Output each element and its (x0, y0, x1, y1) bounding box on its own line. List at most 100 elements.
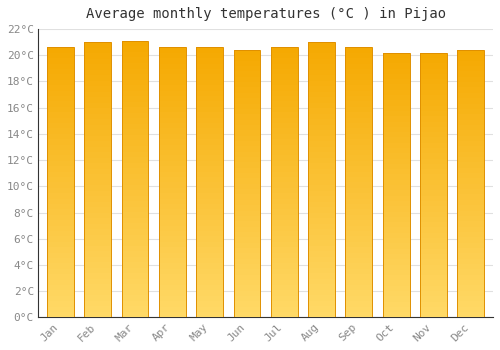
Bar (159, 307, 186, 312)
Bar (159, 301, 186, 307)
Bar (122, 251, 148, 257)
Bar (234, 50, 260, 317)
Bar (234, 312, 260, 317)
Bar (159, 150, 186, 155)
Bar (196, 172, 223, 177)
Bar (122, 146, 148, 152)
Bar (271, 155, 297, 161)
Bar (47, 258, 74, 264)
Bar (382, 217, 409, 222)
Bar (382, 270, 409, 275)
Bar (159, 85, 186, 91)
Bar (47, 91, 74, 96)
Bar (420, 265, 447, 270)
Bar (346, 118, 372, 123)
Bar (420, 275, 447, 280)
Bar (84, 180, 111, 186)
Bar (47, 231, 74, 237)
Bar (420, 222, 447, 228)
Bar (458, 50, 484, 317)
Bar (420, 132, 447, 138)
Title: Average monthly temperatures (°C ) in Pijao: Average monthly temperatures (°C ) in Pi… (86, 7, 446, 21)
Bar (420, 185, 447, 190)
Bar (458, 259, 484, 264)
Bar (84, 213, 111, 218)
Bar (382, 259, 409, 265)
Bar (382, 148, 409, 153)
Bar (159, 280, 186, 285)
Bar (84, 163, 111, 169)
Bar (420, 90, 447, 95)
Bar (271, 274, 297, 280)
Bar (271, 102, 297, 107)
Bar (420, 248, 447, 254)
Bar (382, 307, 409, 312)
Bar (271, 226, 297, 231)
Bar (122, 284, 148, 290)
Bar (122, 57, 148, 63)
Bar (420, 52, 447, 317)
Bar (346, 188, 372, 193)
Bar (308, 147, 335, 152)
Bar (196, 128, 223, 134)
Bar (234, 291, 260, 296)
Bar (84, 196, 111, 202)
Bar (159, 128, 186, 134)
Bar (346, 53, 372, 58)
Bar (382, 296, 409, 302)
Bar (308, 224, 335, 229)
Bar (122, 152, 148, 157)
Bar (84, 114, 111, 119)
Bar (122, 273, 148, 279)
Bar (308, 202, 335, 207)
Bar (458, 135, 484, 141)
Bar (122, 113, 148, 118)
Bar (47, 177, 74, 182)
Bar (346, 231, 372, 237)
Bar (458, 168, 484, 173)
Bar (84, 64, 111, 70)
Bar (346, 264, 372, 269)
Bar (382, 95, 409, 100)
Bar (122, 268, 148, 273)
Bar (234, 82, 260, 88)
Bar (122, 290, 148, 295)
Bar (420, 106, 447, 111)
Bar (420, 63, 447, 69)
Bar (271, 258, 297, 264)
Bar (122, 201, 148, 207)
Bar (159, 107, 186, 112)
Bar (122, 185, 148, 190)
Bar (382, 58, 409, 63)
Bar (420, 280, 447, 286)
Bar (308, 186, 335, 191)
Bar (271, 280, 297, 285)
Bar (234, 77, 260, 82)
Bar (159, 312, 186, 317)
Bar (308, 285, 335, 290)
Bar (47, 193, 74, 199)
Bar (122, 223, 148, 229)
Bar (458, 50, 484, 55)
Bar (420, 164, 447, 169)
Bar (308, 114, 335, 119)
Bar (308, 207, 335, 213)
Bar (84, 141, 111, 147)
Bar (159, 123, 186, 128)
Bar (458, 200, 484, 205)
Bar (382, 206, 409, 211)
Bar (458, 141, 484, 146)
Bar (346, 166, 372, 172)
Bar (346, 258, 372, 264)
Bar (47, 204, 74, 209)
Bar (346, 269, 372, 274)
Bar (346, 107, 372, 112)
Bar (122, 240, 148, 246)
Bar (196, 85, 223, 91)
Bar (271, 177, 297, 182)
Bar (420, 217, 447, 222)
Bar (346, 47, 372, 53)
Bar (47, 188, 74, 193)
Bar (458, 226, 484, 232)
Bar (382, 175, 409, 180)
